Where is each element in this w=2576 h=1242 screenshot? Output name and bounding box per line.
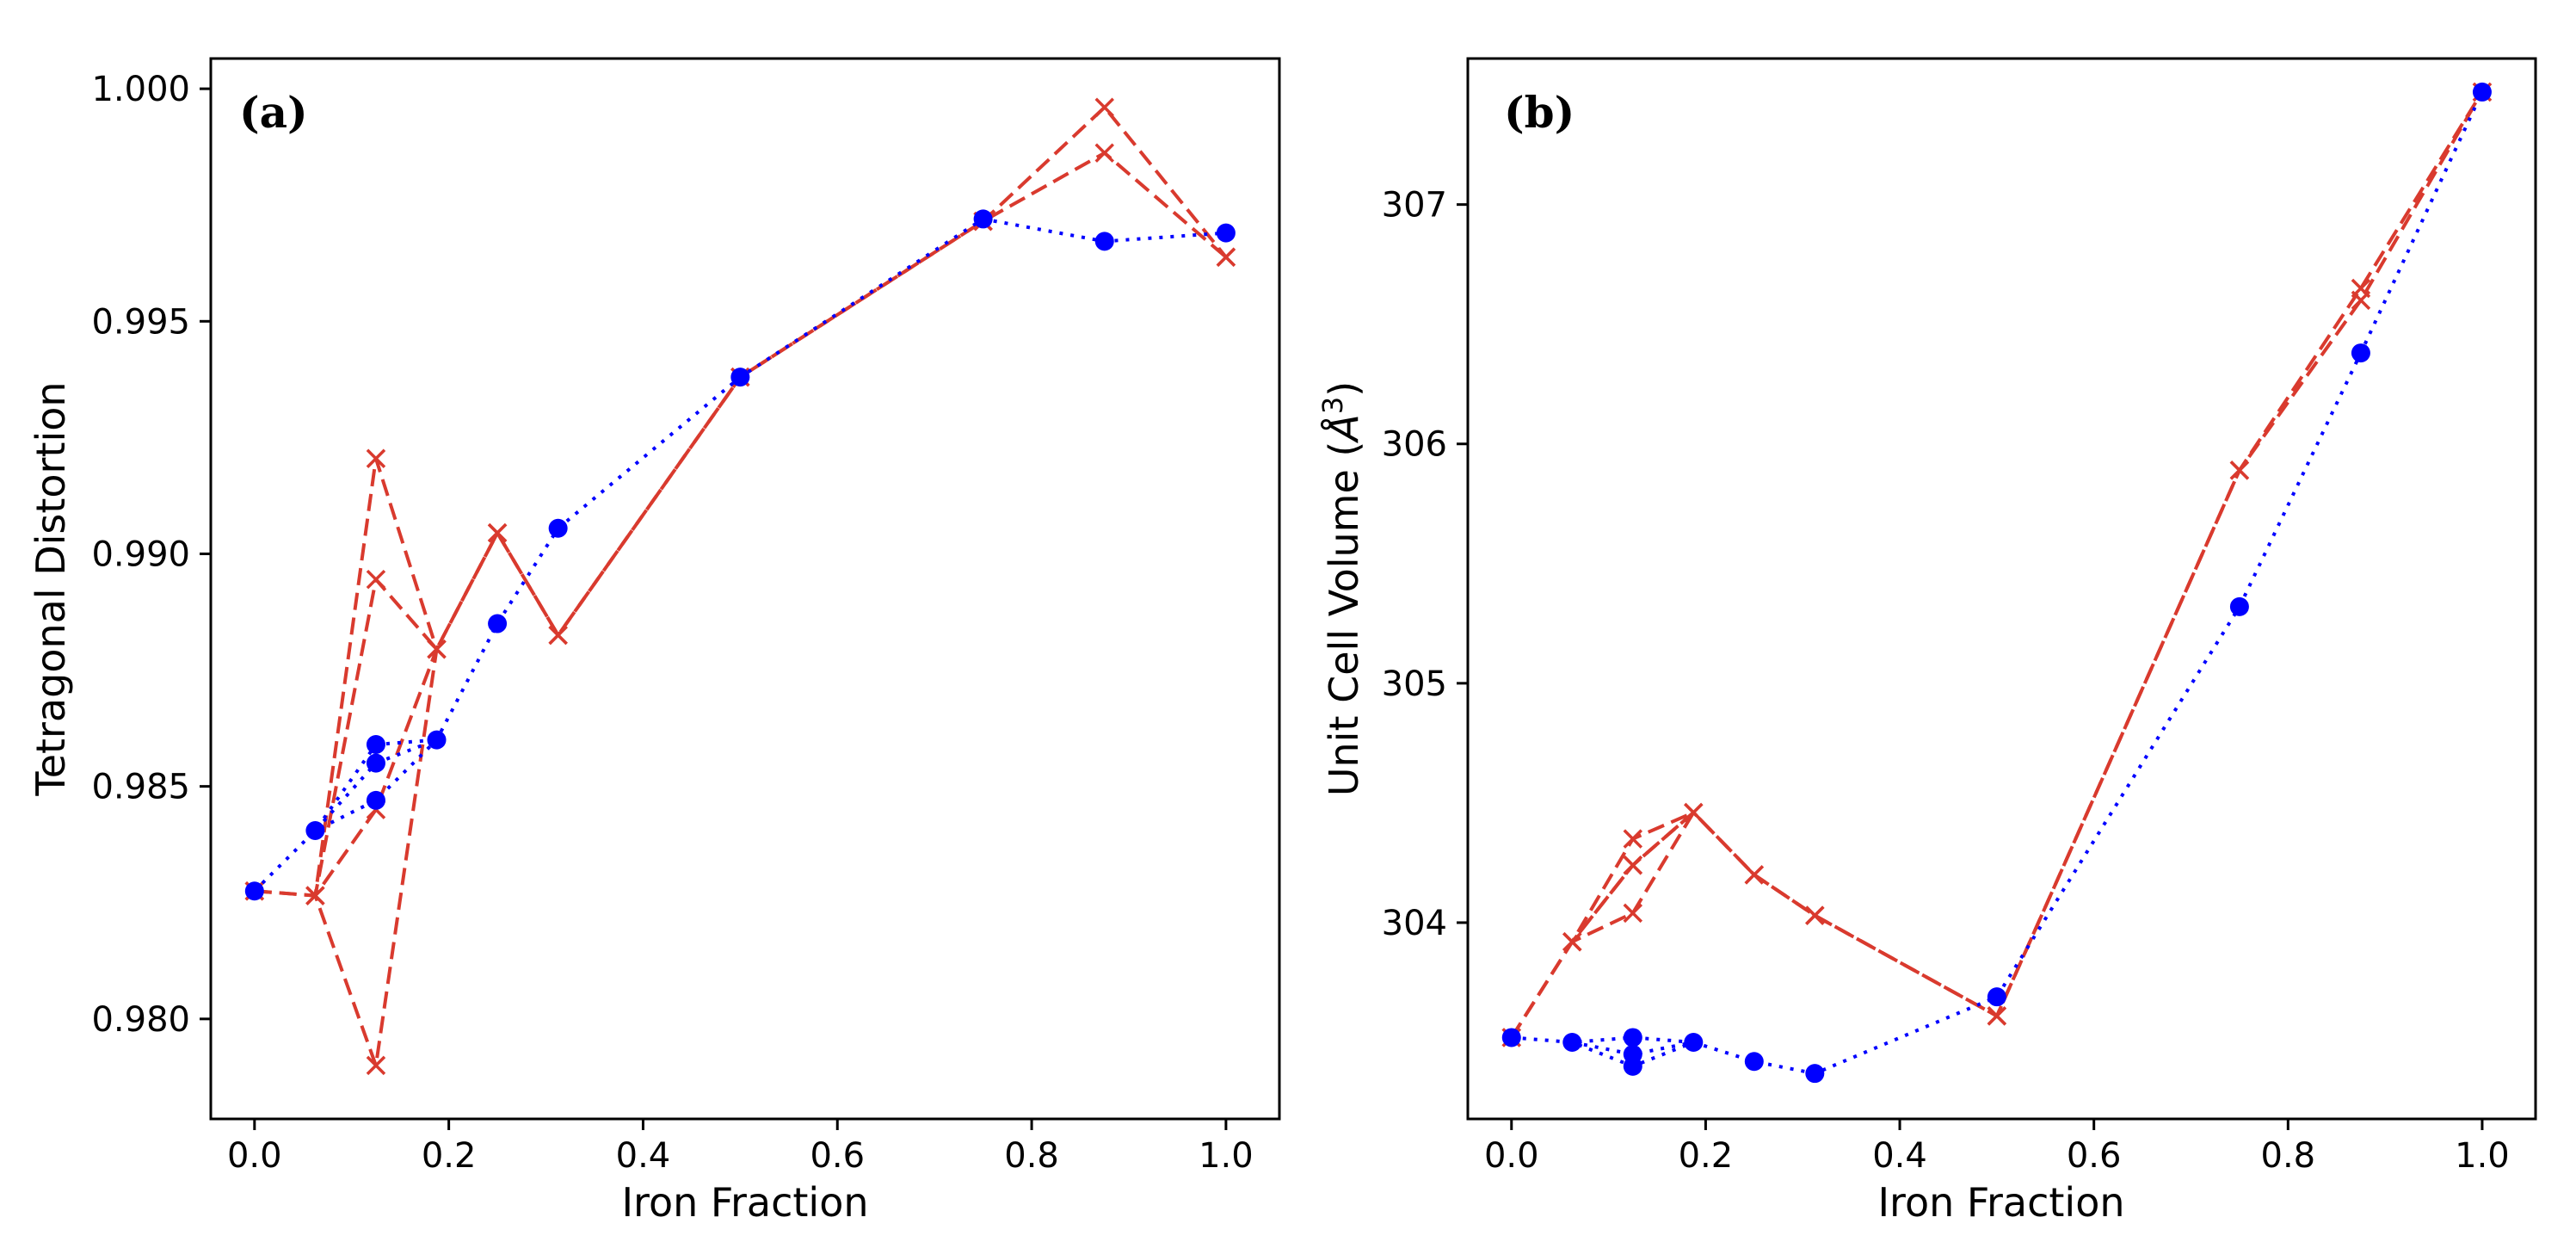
panel-b-x-tick-label: 0.0 xyxy=(1484,1136,1539,1176)
panel-b-series-line xyxy=(1510,90,2484,1039)
panel-b-y-axis-label: Unit Cell Volume (Å3) xyxy=(1316,381,1367,796)
panel-b-data-point xyxy=(2351,343,2370,363)
panel-b-x-tick-label: 0.6 xyxy=(2067,1136,2122,1176)
panel-b-data-point xyxy=(2351,290,2371,311)
panel-b-data-point xyxy=(1623,829,1643,849)
panel-a-data-point xyxy=(305,886,325,905)
panel-b-series-line xyxy=(1510,90,2484,1039)
panel-b-data-point xyxy=(1562,931,1582,952)
panel-b-data-point xyxy=(1623,855,1643,875)
panel-a-tetragonal-distortion: 0.0 0.2 0.4 0.6 0.8 1.0 0.980 0.985 0.990 0.995 1.… xyxy=(28,57,1281,1226)
panel-b-data-point xyxy=(1623,1028,1642,1047)
panel-a-tag: (a) xyxy=(239,87,308,138)
panel-a-y-tick-label: 0.980 xyxy=(91,1000,190,1040)
panel-b-series-0 xyxy=(1501,82,2492,1084)
panel-b-x-tick-label: 0.8 xyxy=(2261,1136,2316,1176)
panel-a-series-1 xyxy=(244,97,1236,1076)
panel-a-x-tick-label: 0.6 xyxy=(810,1136,865,1176)
panel-b-tag: (b) xyxy=(1504,87,1575,138)
panel-a-y-tick-label: 0.990 xyxy=(91,534,190,574)
panel-a-series-line xyxy=(254,105,1228,1067)
panel-a-series-0 xyxy=(244,209,1236,901)
panel-a-data-point xyxy=(244,881,264,901)
panel-a-y-tick-label: 0.995 xyxy=(91,302,190,342)
panel-b-data-point xyxy=(1987,1006,2007,1026)
panel-a-data-point xyxy=(366,569,386,590)
panel-a-ticks: 0.0 0.2 0.4 0.6 0.8 1.0 0.980 0.985 0.990 0.995 1.… xyxy=(91,70,1253,1176)
panel-b-series xyxy=(1501,82,2493,1084)
panel-a-x-axis-label: Iron Fraction xyxy=(621,1179,868,1226)
panel-b-data-point xyxy=(1623,903,1643,924)
panel-a-data-point xyxy=(548,625,568,646)
panel-b-ticks: 0.0 0.2 0.4 0.6 0.8 1.0 304 305 306 307 xyxy=(1382,186,2510,1176)
panel-a-data-point xyxy=(488,614,508,633)
panel-b-data-point xyxy=(1987,987,2006,1007)
panel-a-plot-area xyxy=(209,57,1281,1121)
panel-a-data-point xyxy=(305,820,325,840)
panel-b-data-point xyxy=(1744,865,1765,885)
panel-b-y-axis-label-main: Unit Cell Volume ( xyxy=(1321,442,1367,797)
panel-a-data-point xyxy=(427,640,447,659)
panel-b-x-tick-label: 0.4 xyxy=(1872,1136,1927,1176)
panel-b-unit-cell-volume: 0.0 0.2 0.4 0.6 0.8 1.0 304 305 306 307 (b) Iron … xyxy=(1316,57,2537,1226)
panel-a-x-tick-label: 1.0 xyxy=(1199,1136,1254,1176)
panel-b-y-tick-label: 305 xyxy=(1382,664,1447,704)
panel-a-data-point xyxy=(366,1055,386,1076)
panel-b-data-point xyxy=(1744,1052,1764,1072)
panel-a-data-point xyxy=(427,730,447,750)
panel-b-data-point xyxy=(2472,82,2492,102)
panel-b-y-axis-label-exp: 3 xyxy=(1316,397,1349,414)
panel-b-data-point xyxy=(1623,1056,1642,1076)
panel-b-y-tick-label: 304 xyxy=(1382,904,1447,943)
panel-a-y-tick-label: 1.000 xyxy=(91,70,190,109)
panel-b-series-line xyxy=(1511,91,2484,1076)
panel-b-y-axis-label-close: ) xyxy=(1321,381,1367,397)
panel-a-data-point xyxy=(548,518,568,538)
panel-a-series-line xyxy=(254,151,1228,898)
panel-b-data-point xyxy=(2229,596,2249,616)
panel-a-data-point xyxy=(366,790,385,810)
panel-a-series xyxy=(244,97,1236,1076)
panel-b-data-point xyxy=(1805,905,1825,925)
panel-a-y-tick-label: 0.985 xyxy=(91,768,190,807)
panel-a-x-tick-label: 0.8 xyxy=(1004,1136,1059,1176)
panel-a-x-tick-label: 0.4 xyxy=(616,1136,671,1176)
panel-b-data-point xyxy=(1562,1033,1582,1053)
panel-b-data-point xyxy=(1684,1033,1704,1053)
panel-b-series-1 xyxy=(1501,82,2493,1047)
panel-a-data-point xyxy=(366,448,386,468)
panel-a-data-point xyxy=(366,753,385,773)
panel-b-y-axis-label-unit: Å xyxy=(1321,414,1367,443)
panel-b-x-tick-label: 1.0 xyxy=(2455,1136,2510,1176)
panel-b-data-point xyxy=(1684,802,1704,823)
panel-b-data-point xyxy=(1805,1064,1825,1084)
panel-a-x-tick-label: 0.0 xyxy=(227,1136,282,1176)
panel-a-data-point xyxy=(730,368,750,387)
panel-a-data-point xyxy=(1094,143,1114,163)
panel-b-y-tick-label: 307 xyxy=(1382,186,1447,226)
panel-a-data-point xyxy=(366,735,385,755)
panel-a-data-point xyxy=(1094,232,1114,251)
panel-b-y-tick-label: 306 xyxy=(1382,425,1447,465)
panel-a-data-point xyxy=(1216,247,1236,267)
panel-a-data-point xyxy=(1094,97,1114,117)
panel-b-data-point xyxy=(2229,460,2250,480)
panel-a-data-point xyxy=(973,209,993,229)
panel-b-x-tick-label: 0.2 xyxy=(1679,1136,1734,1176)
panel-a-y-axis-label: Tetragonal Distortion xyxy=(28,381,74,796)
panel-b-x-axis-label: Iron Fraction xyxy=(1877,1179,2124,1226)
panel-a-data-point xyxy=(1216,223,1236,243)
panel-b-series-2 xyxy=(1501,82,2493,1047)
panel-a-data-point xyxy=(487,522,508,543)
panel-a-series-line xyxy=(253,217,1227,893)
panel-b-plot-area xyxy=(1466,57,2537,1121)
panel-a-series-2 xyxy=(244,143,1236,905)
panel-b-data-point xyxy=(1501,1028,1521,1047)
panel-a-x-tick-label: 0.2 xyxy=(422,1136,477,1176)
